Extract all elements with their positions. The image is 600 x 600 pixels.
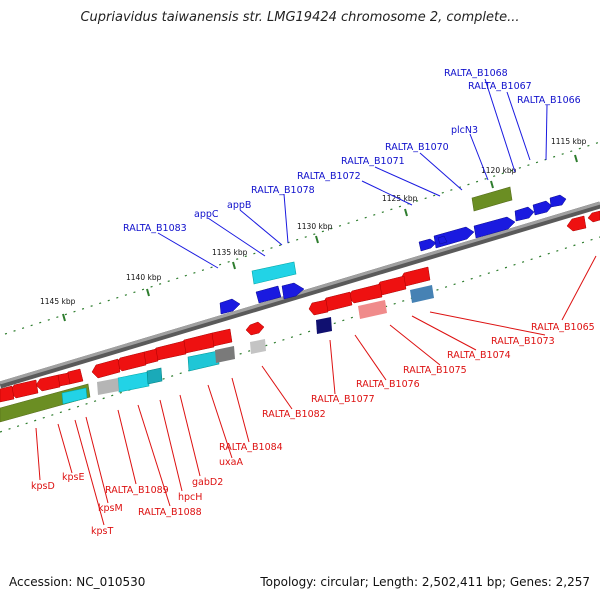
genome-summary-text: Topology: circular; Length: 2,502,411 bp… [260, 575, 590, 589]
gene-label: kpsE [62, 472, 84, 483]
map-title: Cupriavidus taiwanensis str. LMG19424 ch… [80, 10, 520, 25]
gene-label: RALTA_B1082 [262, 409, 326, 420]
gene-label: RALTA_B1077 [311, 394, 375, 405]
minus-leader-lines [35, 255, 597, 526]
feature-bars-olive [0, 186, 513, 423]
gene-label: RALTA_B1065 [531, 322, 595, 333]
gene-label: appC [194, 209, 219, 220]
gene-label: RALTA_B1071 [341, 156, 405, 167]
gene-label: plcN3 [451, 125, 478, 136]
kbp-label: 1120 kbp [481, 166, 517, 175]
gene-label: RALTA_B1084 [219, 442, 283, 453]
gene-label: RALTA_B1066 [517, 95, 581, 106]
scale-dots-lower [0, 236, 600, 433]
kbp-labels: 1145 kbp 1140 kbp 1135 kbp 1130 kbp 1125… [40, 137, 587, 306]
gene-label: appB [227, 200, 251, 211]
minus-strand-genes [0, 210, 600, 403]
gene-label: RALTA_B1072 [297, 171, 361, 182]
accession-text: Accession: NC_010530 [9, 575, 146, 589]
feature-bars-cyan [61, 261, 297, 405]
gene-label: RALTA_B1088 [138, 507, 202, 518]
gene-label: kpsD [31, 481, 55, 492]
gene-label: RALTA_B1078 [251, 185, 315, 196]
kbp-label: 1145 kbp [40, 297, 76, 306]
gene-label: hpcH [178, 492, 202, 503]
gene-label: RALTA_B1083 [123, 223, 187, 234]
kbp-label: 1125 kbp [382, 194, 418, 203]
plus-strand-genes [219, 194, 567, 315]
gene-label: RALTA_B1070 [385, 142, 449, 153]
gene-label: RALTA_B1074 [447, 350, 511, 361]
kbp-label: 1140 kbp [126, 273, 162, 282]
plus-leader-lines [157, 78, 548, 269]
gene-label: kpsT [91, 526, 113, 537]
gene-label: RALTA_B1089 [105, 485, 169, 496]
gene-label: RALTA_B1068 [444, 68, 508, 79]
gene-label: RALTA_B1073 [491, 336, 555, 347]
genome-backbone [0, 201, 600, 389]
kbp-label: 1130 kbp [297, 222, 333, 231]
gene-label: kpsM [98, 503, 123, 514]
minus-gene-labels: RALTA_B1065 RALTA_B1073 RALTA_B1074 RALT… [31, 322, 595, 537]
plus-gene-labels: RALTA_B1068 RALTA_B1067 RALTA_B1066 plcN… [123, 68, 581, 234]
gene-label: RALTA_B1067 [468, 81, 532, 92]
gene-label: RALTA_B1075 [403, 365, 467, 376]
gene-label: gabD2 [192, 477, 223, 488]
scale-ticks [62, 154, 578, 322]
kbp-label: 1135 kbp [212, 248, 248, 257]
gene-label: uxaA [219, 457, 243, 468]
feature-bars-other [97, 285, 434, 395]
gene-label: RALTA_B1076 [356, 379, 420, 390]
kbp-label: 1115 kbp [551, 137, 587, 146]
